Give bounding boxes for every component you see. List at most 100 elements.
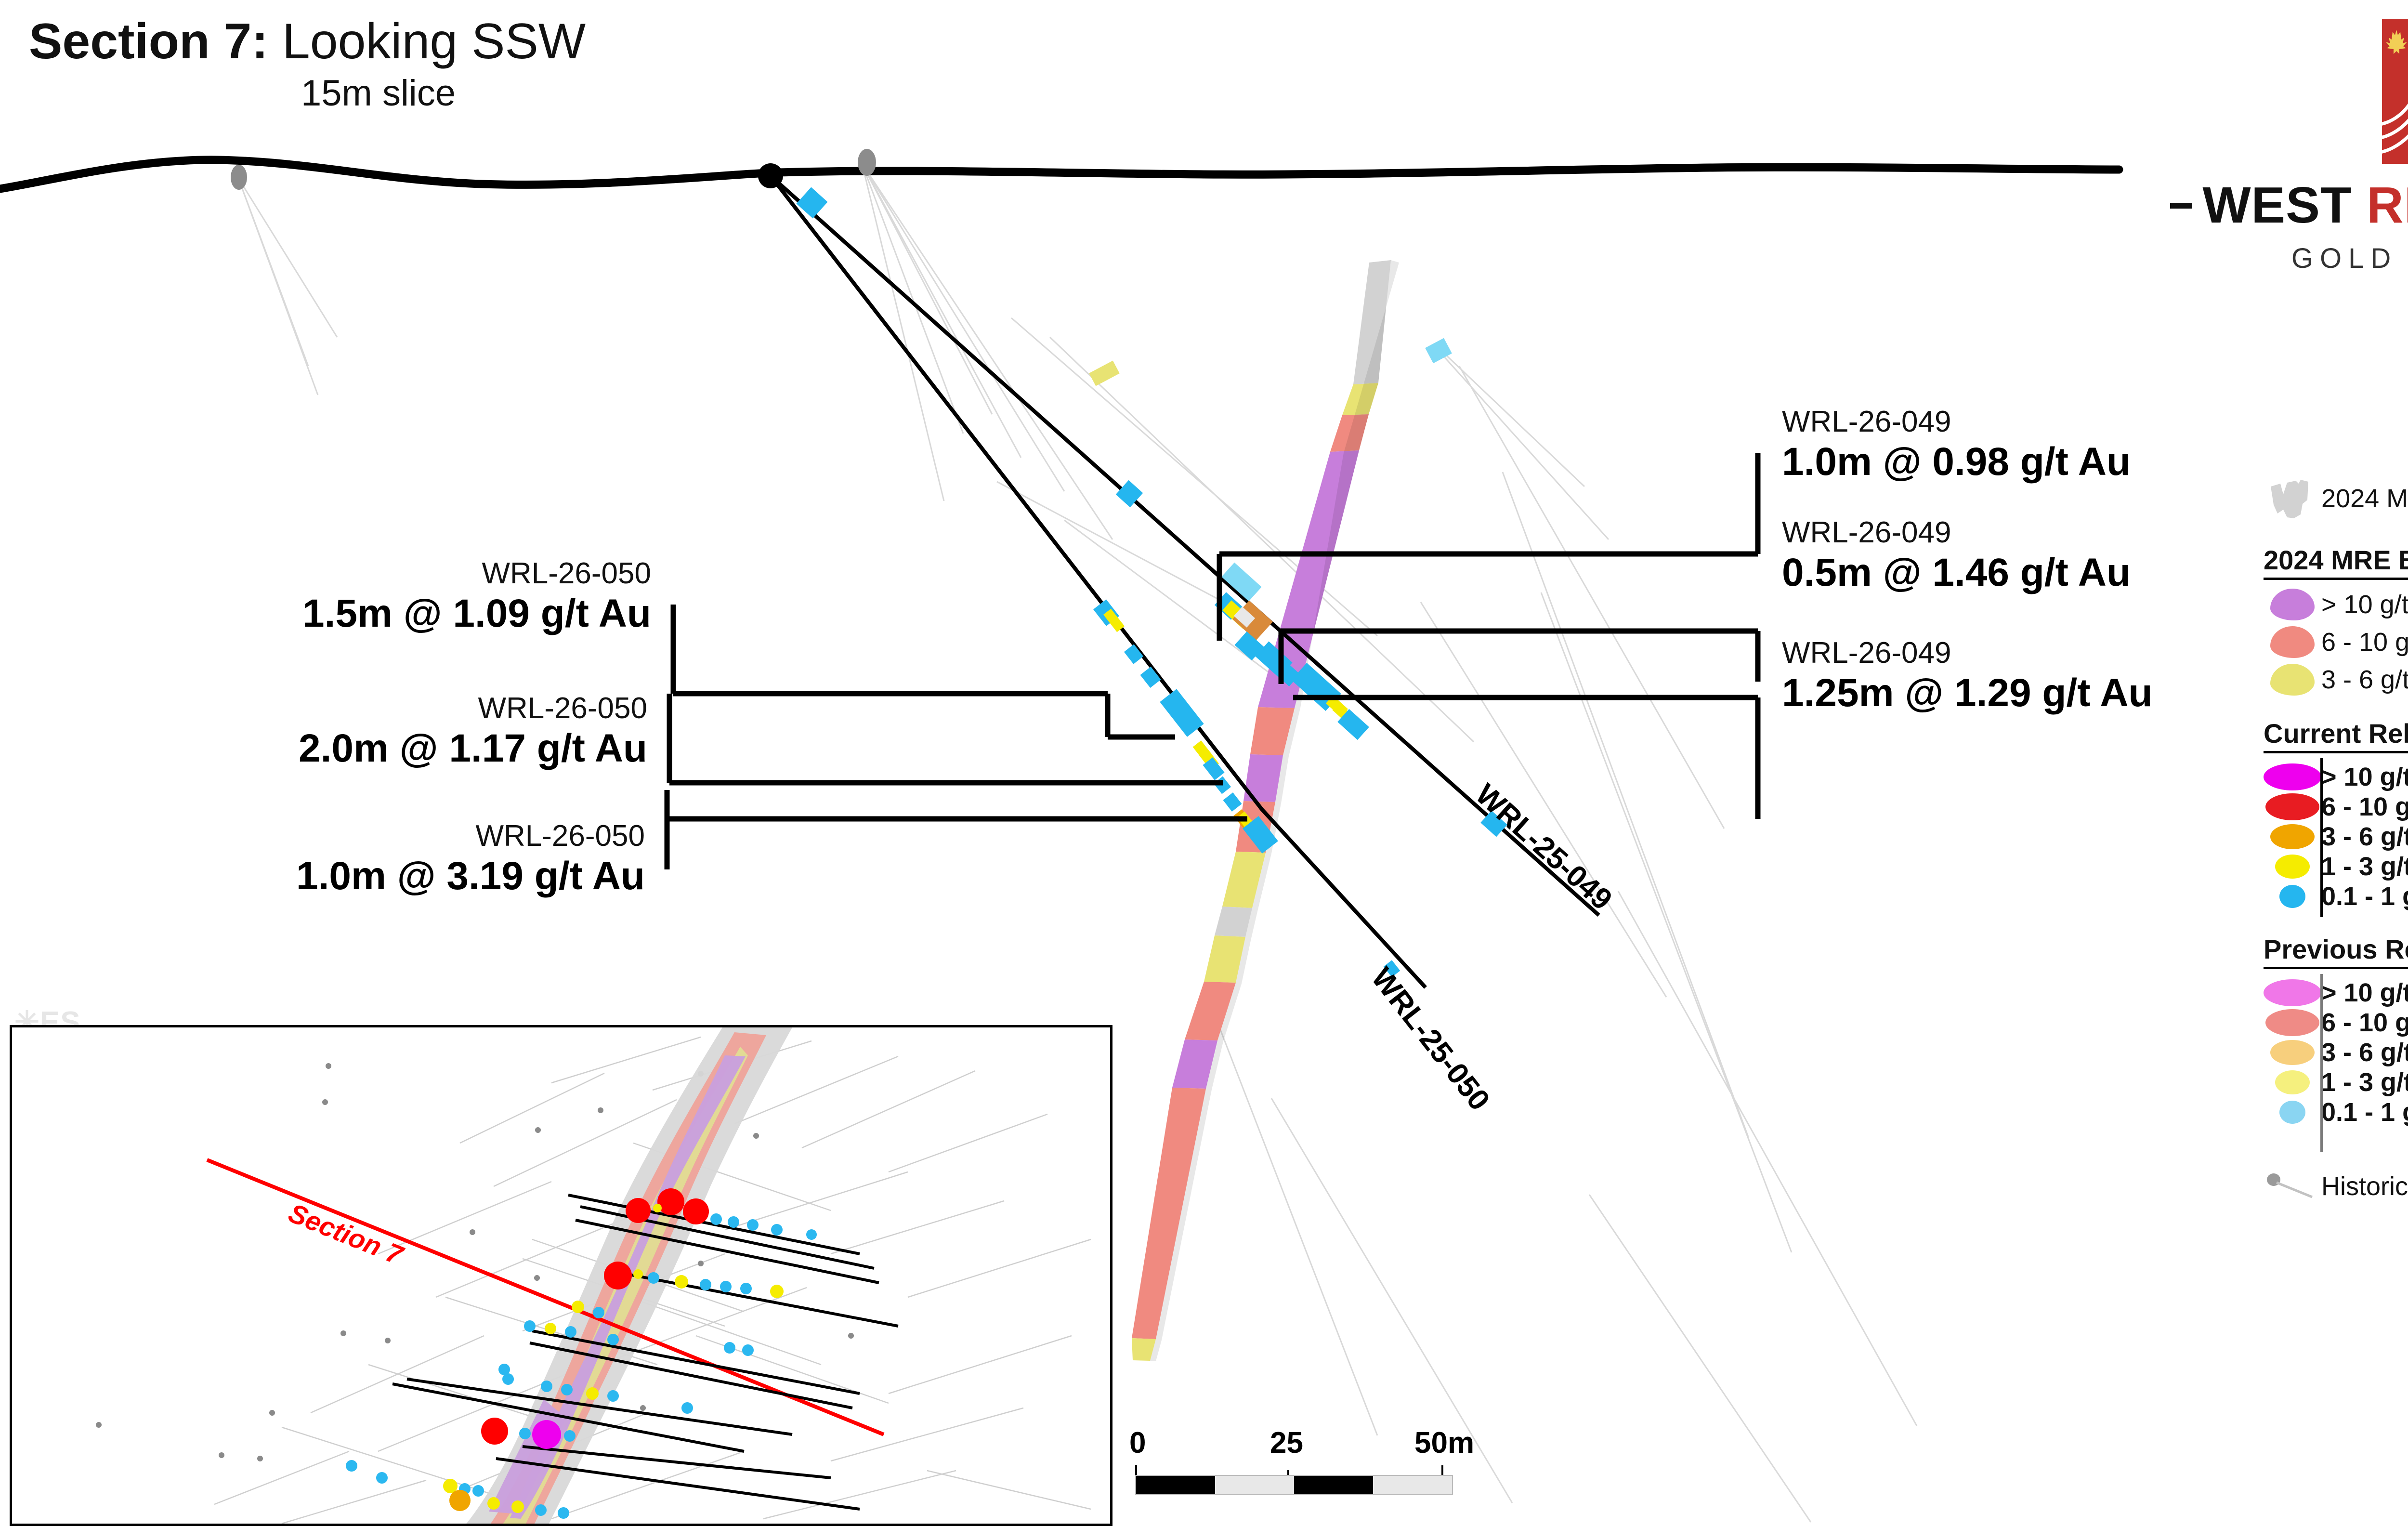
callout-leaders-left [664,605,1247,869]
callout-leaders-right [1217,453,1761,819]
callout-leader-l3 [664,790,1247,869]
callout-right-2: WRL-26-049 0.5m @ 1.46 g/t Au [1782,518,2131,595]
block-model-label: > 10 g/t Au [2321,590,2408,619]
previous-assay-label: 3 - 6 g/t Au [2321,1038,2408,1067]
callout-assay-value: 0.5m @ 1.46 g/t Au [1782,551,2131,594]
maple-leaf-icon [2386,30,2407,54]
logo-subtitle: GOLD MINES [2291,243,2408,274]
floating-assay-chip-2 [1425,338,1452,364]
callout-hole-id: WRL-26-050 [482,557,651,590]
page-title-suffix: Looking SSW [268,13,586,69]
page-title-prefix: Section 7: [29,13,268,69]
callout-hole-id: WRL-26-050 [478,692,647,725]
legend-row-current-1: 6 - 10 g/t Au [2264,792,2408,822]
inset-plan-map: Section 7 [10,1025,1112,1526]
current-assay-label: 6 - 10 g/t Au [2321,792,2408,821]
blob-icon [2270,664,2315,696]
mre-segment-salmon-4 [1185,982,1236,1040]
mre-segment-grey-top [1353,260,1391,384]
callout-left-2: WRL-26-050 2.0m @ 1.17 g/t Au [299,694,647,771]
assay-disk-icon [2264,763,2321,790]
legend-panel: 2024 MRE Domain 2024 MRE Block Model > 1… [2264,472,2408,1201]
floating-assay-chip-1 [1089,360,1120,386]
legend-section-current-assays: Current Release Assays > 10 g/t Au 6 - 1… [2264,718,2408,917]
scale-bar-ticks [1129,1461,1457,1476]
mre-segment-grey-mid [1215,907,1252,937]
legend-row-previous-1: 6 - 10 g/t Au [2264,1008,2408,1038]
logo-dash-left [2170,202,2192,209]
callout-assay-value: 2.0m @ 1.17 g/t Au [298,726,647,770]
legend-row-mre-domain: 2024 MRE Domain [2264,472,2408,525]
scale-tick-1 [1287,1470,1289,1476]
assay-disk-swatch [2264,855,2321,879]
page-title: Section 7: Looking SSW [29,14,586,68]
callout-hole-id: WRL-26-049 [1782,636,1951,670]
legend-row-previous-3: 1 - 3 g/t Au [2264,1067,2408,1097]
historic-drillhole-icon [2267,1173,2313,1198]
previous-assay-axis-line [2320,974,2323,1152]
mre-segment-yellow-1 [1342,383,1378,415]
callout-left-1: WRL-26-050 1.5m @ 1.09 g/t Au [302,559,651,636]
scale-segment-3 [1373,1476,1452,1494]
assay-disk-swatch [2264,763,2321,790]
mre-segment-purple-3 [1172,1039,1217,1089]
drillhole-traces [769,174,1600,989]
scale-bar-segments [1135,1475,1453,1495]
assay-intervals-050 [1093,599,1400,977]
mre-domain-swatch [2264,472,2321,525]
legend-row-historic: Historic Drillholes [2264,1171,2408,1201]
previous-assay-label: > 10 g/t Au [2321,978,2408,1007]
assay-disk-icon [2265,1009,2319,1036]
blob-icon [2270,589,2315,620]
assay-disk-swatch [2264,979,2321,1006]
callout-right-1: WRL-26-049 1.0m @ 0.98 g/t Au [1782,407,2131,484]
callout-leader-l2 [667,694,1223,786]
mre-segment-salmon-1 [1330,414,1369,452]
previous-assay-label: 6 - 10 g/t Au [2321,1008,2408,1037]
current-assay-label: 1 - 3 g/t Au [2321,852,2408,881]
callout-leader-r3 [1293,695,1761,819]
current-assay-axis-line [2320,758,2323,917]
assay-disk-icon [2270,824,2315,849]
drillhole-label-050: WRL-25-050 [1365,961,1496,1117]
scale-bar-numbers: 0 25 50m [1129,1426,1474,1461]
historic-collar-marker-1 [231,165,247,190]
logo-text: WEST RED LAKE [2203,176,2408,235]
legend-row-previous-4: 0.1 - 1 g/t Au [2264,1097,2408,1127]
callout-hole-id: WRL-26-049 [1782,405,1951,438]
assay-disk-icon [2279,885,2305,908]
assay-disk-swatch [2264,793,2321,820]
mre-domain-label: 2024 MRE Domain [2321,484,2408,513]
mre-segment-salmon-2 [1250,707,1295,755]
current-assay-label: 0.1 - 1 g/t Au [2321,882,2408,911]
block-model-swatch [2264,626,2321,658]
callout-leader-r2 [1278,628,1761,684]
legend-heading-block-model: 2024 MRE Block Model [2264,544,2408,580]
assay-disk-icon [2275,1070,2310,1094]
logo-word-west: WEST [2202,177,2367,234]
callout-assay-value: 1.0m @ 0.98 g/t Au [1782,440,2131,484]
scale-tick-0 [1135,1465,1137,1476]
callout-hole-id: WRL-26-050 [475,819,645,853]
assay-disk-swatch [2264,824,2321,849]
mre-domain-icon [2271,480,2308,518]
current-assay-label: 3 - 6 g/t Au [2321,822,2408,851]
assay-disk-icon [2279,1101,2305,1124]
previous-assay-label: 0.1 - 1 g/t Au [2321,1098,2408,1127]
scale-segment-1 [1215,1476,1294,1494]
assay-disk-icon [2275,855,2310,879]
legend-section-block-model: 2024 MRE Block Model > 10 g/t Au 6 - 10 … [2264,544,2408,696]
topography-line [0,156,2123,193]
previous-assay-label: 1 - 3 g/t Au [2321,1068,2408,1097]
scale-tick-label-2: 50m [1414,1426,1475,1460]
logo-word-red: RED [2367,177,2408,234]
legend-row-current-2: 3 - 6 g/t Au [2264,822,2408,852]
logo-wordmark: WEST RED LAKE [2133,176,2408,235]
drillhole-trace-050 [769,174,1427,989]
block-model-swatch [2264,589,2321,620]
scale-bar: 0 25 50m [1129,1426,1474,1495]
block-model-label: 6 - 10 g/t Au [2321,628,2408,657]
assay-disk-icon [2270,1040,2315,1065]
